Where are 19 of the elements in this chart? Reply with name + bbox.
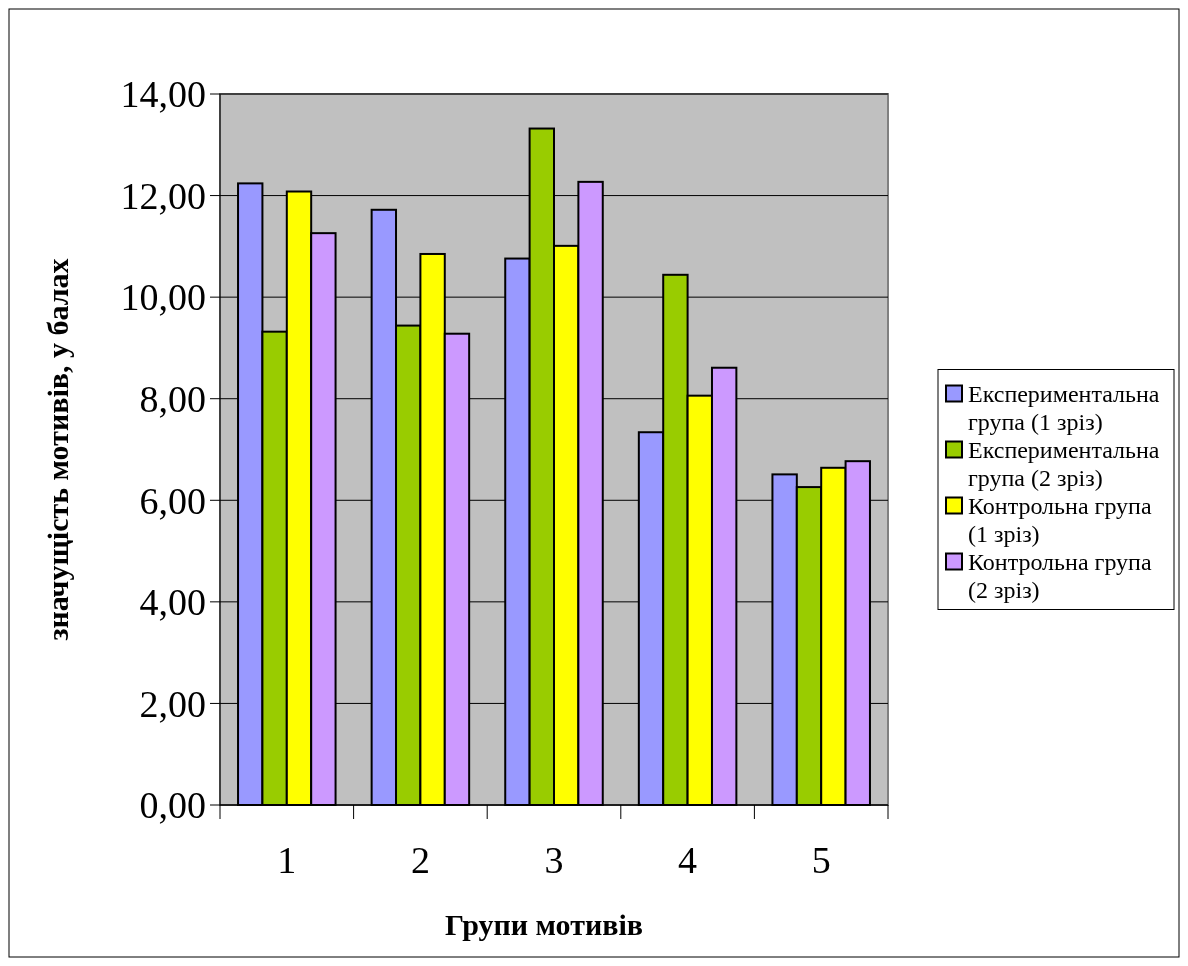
y-tick-label: 4,00 [139,581,206,624]
x-tick-label: 4 [678,839,698,881]
legend-label: Експериментальна група (2 зріз) [968,436,1160,491]
x-tick-label: 2 [410,839,430,881]
x-tick-label: 1 [277,839,297,881]
y-tick-label: 10,00 [120,276,206,319]
y-tick-label: 8,00 [139,378,206,421]
legend-label: Контрольна група (2 зріз) [968,548,1152,603]
y-tick-label: 2,00 [139,682,206,725]
y-tick-label: 0,00 [139,784,206,827]
y-tick-label: 6,00 [139,479,206,522]
y-tick-label: 12,00 [120,174,206,217]
legend-label: Контрольна група (1 зріз) [968,492,1152,547]
y-axis-title: значущість мотивів, у балах [41,258,74,641]
x-axis-title: Групи мотивів [445,908,643,941]
y-tick-label: 14,00 [120,73,206,116]
legend-label: Експериментальна група (1 зріз) [968,380,1160,435]
x-tick-label: 3 [544,839,564,881]
x-tick-label: 5 [811,839,831,881]
